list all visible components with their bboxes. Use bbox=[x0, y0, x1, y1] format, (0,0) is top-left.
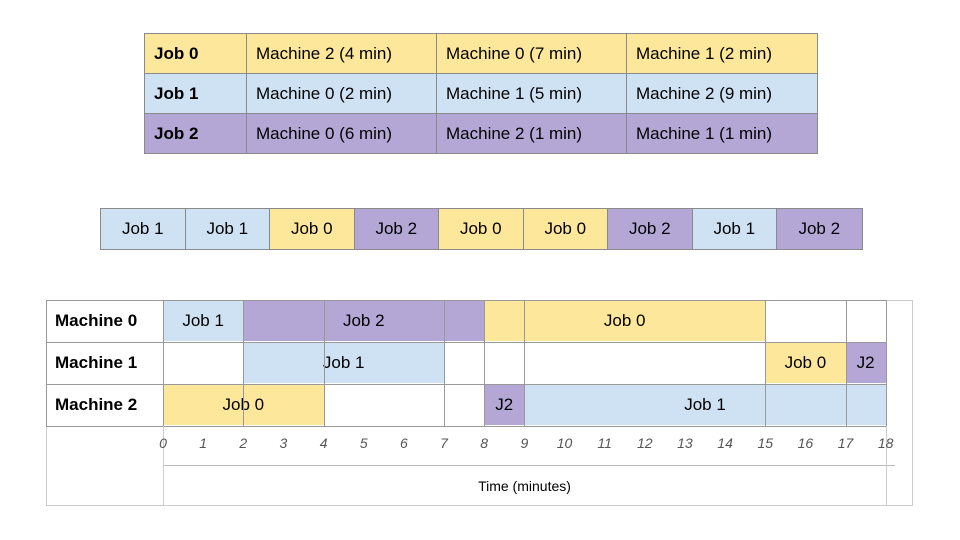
job-operation: Machine 0 (2 min) bbox=[246, 73, 437, 114]
sequence-cell: Job 2 bbox=[608, 209, 693, 249]
job-operation: Machine 2 (9 min) bbox=[626, 73, 818, 114]
gantt-row-divider bbox=[46, 300, 886, 301]
job-row-0: Job 0 Machine 2 (4 min) Machine 0 (7 min… bbox=[144, 33, 818, 74]
time-tick-label: 3 bbox=[279, 435, 288, 451]
time-tick-label: 6 bbox=[399, 435, 408, 451]
sequence-cell: Job 2 bbox=[777, 209, 862, 249]
job-name: Job 1 bbox=[144, 73, 247, 114]
sequence-cell: Job 1 bbox=[185, 209, 270, 249]
job-name: Job 0 bbox=[144, 33, 247, 74]
time-axis-title: Time (minutes) bbox=[478, 478, 571, 494]
job-operation: Machine 2 (4 min) bbox=[246, 33, 437, 74]
sequence-cell: Job 1 bbox=[101, 209, 186, 249]
time-tick-label: 8 bbox=[480, 435, 489, 451]
operation-sequence-strip: Job 1 Job 1 Job 0 Job 2 Job 0 Job 0 Job … bbox=[100, 208, 863, 250]
time-tick-label: 18 bbox=[877, 435, 894, 451]
gantt-task-bar: Job 0 bbox=[484, 300, 766, 341]
gantt-grid-line bbox=[46, 300, 47, 426]
gantt-row-divider bbox=[46, 342, 886, 343]
sequence-cell: Job 0 bbox=[439, 209, 524, 249]
gantt-grid-line bbox=[484, 300, 485, 426]
time-tick-label: 12 bbox=[637, 435, 653, 451]
time-tick-label: 7 bbox=[440, 435, 448, 451]
gantt-grid-line bbox=[886, 300, 887, 426]
job-operation: Machine 1 (5 min) bbox=[436, 73, 627, 114]
gantt-task-bar: Job 0 bbox=[765, 342, 846, 383]
job-operation: Machine 1 (2 min) bbox=[626, 33, 818, 74]
job-operation: Machine 0 (7 min) bbox=[436, 33, 627, 74]
time-tick-label: 11 bbox=[597, 435, 612, 451]
gantt-task-bar: J2 bbox=[845, 342, 886, 383]
gantt-grid-line bbox=[524, 300, 525, 426]
gantt-task-bar: Job 1 bbox=[524, 384, 886, 425]
gantt-grid-line bbox=[846, 300, 847, 426]
time-tick-label: 2 bbox=[239, 435, 248, 451]
job-name: Job 2 bbox=[144, 113, 247, 154]
gantt-task-bar: Job 1 bbox=[243, 342, 445, 383]
gantt-row-divider bbox=[46, 384, 886, 385]
sequence-cell: Job 1 bbox=[692, 209, 777, 249]
sequence-cell: Job 0 bbox=[270, 209, 355, 249]
gantt-row-divider bbox=[46, 426, 886, 427]
job-row-2: Job 2 Machine 0 (6 min) Machine 2 (1 min… bbox=[144, 113, 818, 154]
gantt-grid-line bbox=[444, 300, 445, 426]
sequence-cell: Job 2 bbox=[354, 209, 439, 249]
machine-label: Machine 0 bbox=[55, 311, 138, 330]
machine-label: Machine 2 bbox=[55, 395, 138, 414]
job-operations-table: Job 0 Machine 2 (4 min) Machine 0 (7 min… bbox=[144, 33, 818, 154]
time-tick-label: 16 bbox=[797, 435, 814, 451]
time-tick-label: 1 bbox=[199, 435, 208, 451]
time-tick-label: 10 bbox=[556, 435, 573, 451]
gantt-task-bar: Job 2 bbox=[243, 300, 485, 341]
machine-label: Machine 1 bbox=[55, 353, 138, 372]
gantt-grid-line bbox=[324, 300, 325, 426]
time-tick-label: 0 bbox=[159, 435, 167, 451]
time-tick-label: 13 bbox=[677, 435, 693, 451]
gantt-task-bar: Job 1 bbox=[163, 300, 244, 341]
time-tick-label: 5 bbox=[359, 435, 368, 451]
gantt-axis-boundary bbox=[886, 426, 887, 506]
job-operation: Machine 1 (1 min) bbox=[626, 113, 818, 154]
gantt-grid-line bbox=[765, 300, 766, 426]
time-axis-line bbox=[163, 465, 895, 466]
gantt-axis-boundary bbox=[163, 426, 164, 506]
gantt-grid-line bbox=[243, 300, 244, 426]
time-tick-label: 14 bbox=[717, 435, 733, 451]
job-operation: Machine 2 (1 min) bbox=[436, 113, 627, 154]
sequence-cell: Job 0 bbox=[523, 209, 608, 249]
time-tick-label: 9 bbox=[520, 435, 529, 451]
time-tick-label: 4 bbox=[319, 435, 328, 451]
gantt-grid-line bbox=[163, 300, 164, 426]
job-row-1: Job 1 Machine 0 (2 min) Machine 1 (5 min… bbox=[144, 73, 818, 114]
job-operation: Machine 0 (6 min) bbox=[246, 113, 437, 154]
gantt-task-bar: J2 bbox=[484, 384, 525, 425]
time-tick-label: 17 bbox=[837, 435, 854, 451]
time-tick-label: 15 bbox=[757, 435, 774, 451]
